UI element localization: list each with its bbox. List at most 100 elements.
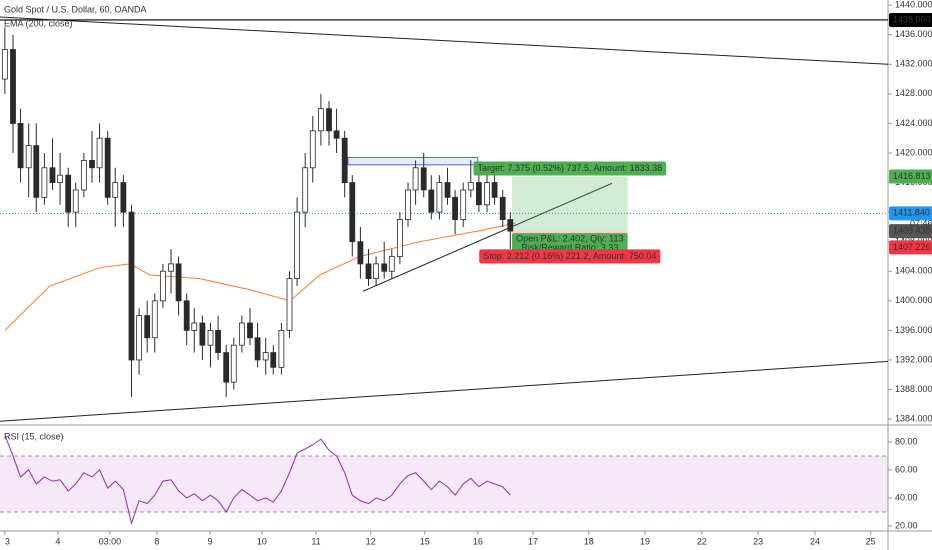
hline-price-label-box [889,12,932,27]
last-price-label-group: 1411.840 [889,206,932,221]
candle-body [230,344,237,383]
y-tick-label: 1392.000 [895,354,932,364]
candle-body [341,137,348,183]
price-label-group: 1409.438 [889,224,932,239]
candle-body [317,108,324,132]
candle-body [191,322,198,331]
chart-title: Gold Spot / U.S. Dollar, 60, OANDA [4,4,147,14]
ema-line [4,222,516,331]
candle-body [89,159,95,169]
target-label: Target: 7.375 (0.52%) 737.5, Amount: 183… [477,163,662,173]
candle-body [159,270,166,302]
candle-body [436,182,443,213]
candle-body [270,352,277,368]
y-tick-label: 1432.000 [895,59,932,69]
candle-body [452,196,458,220]
x-tick-label: 15 [420,536,430,546]
y-tick-label: 1436.000 [895,29,932,39]
rsi-tick-label: 80.00 [895,436,918,446]
candle-body [460,189,467,220]
x-tick-label: 16 [473,536,483,546]
y-tick-label: 1396.000 [895,325,932,335]
candle-body [262,352,269,361]
x-tick-label: 3 [5,536,10,546]
x-tick-label: 10 [257,536,267,546]
price-label-box [889,224,932,239]
hline-price-label-group: 1438.000 [889,12,932,27]
stop-label-group: Stop: 2.212 (0.16%) 221.2, Amount: 750.0… [479,249,661,264]
candle-body [112,182,119,198]
candle-body [144,315,151,339]
y-tick-label: 1404.000 [895,266,932,276]
rsi-tick-label: 40.00 [895,492,918,502]
trend-line [0,16,889,65]
price-label-box [889,169,932,184]
stop-label: Stop: 2.212 (0.16%) 221.2, Amount: 750.0… [483,251,656,261]
rectangle-drawing [347,156,479,166]
x-tick-label: 11 [311,536,320,546]
rsi-tick-label: 60.00 [895,464,918,474]
candle-body [57,174,63,183]
candle-body [238,322,245,346]
candle-body [507,219,514,232]
target-label-group: Target: 7.375 (0.52%) 737.5, Amount: 183… [473,161,667,176]
candle-body [333,130,340,139]
candle-body [254,337,261,361]
candle-body [65,174,72,213]
candle-body [223,352,230,383]
y-tick-label: 1424.000 [895,118,932,128]
candle-body [420,167,427,191]
candle-body [428,189,435,213]
x-tick-label: 4 [55,536,60,546]
candle-body [168,263,174,272]
x-tick-label: 9 [207,536,212,546]
hline-price-label: 1438.000 [893,14,931,24]
y-tick-label: 1440.000 [895,0,932,10]
price-label-box [889,240,932,255]
ratio-label: Risk/Reward Ratio: 3.33 [521,242,618,252]
candle-body [278,329,285,368]
x-tick-label: 17 [528,536,538,546]
target-zone [511,176,628,232]
candle-body [120,182,127,213]
price-label: 1416.813 [893,171,931,181]
x-tick-label: 18 [584,536,594,546]
pnl-label: Open P&L: 2.402, Qty: 113 [516,233,623,243]
price-label-group: 1407.226 [889,240,932,255]
y-tick-label: 1420.000 [895,147,932,157]
candle-body [309,130,316,169]
candle-body [49,167,56,183]
candle-body [96,137,103,169]
y-tick-label: 1400.000 [895,295,932,305]
candle-body [286,278,293,331]
rsi-line [4,434,511,525]
x-tick-label: 24 [810,536,820,546]
candle-body [302,167,309,213]
candle-body [104,137,111,198]
x-tick-label: 22 [697,536,707,546]
candle-body [491,182,498,198]
candle-body [215,329,221,353]
candle-body [373,263,379,280]
candle-body [381,263,388,272]
candle-body [365,263,372,280]
y-tick-label: 1384.000 [895,413,932,423]
candle-body [396,219,403,257]
candle-body [357,241,364,265]
candle-body [199,322,206,346]
indicator-label: EMA (200, close) [4,18,73,28]
candle-body [151,300,158,339]
candle-body [388,256,395,272]
candle-body [484,182,490,206]
x-tick-label: 25 [866,536,876,546]
last-price-label-box [889,206,932,221]
candle-body [72,189,79,213]
price-label: 1407.226 [893,242,931,252]
candle-body [25,145,32,169]
y-tick-label: 1388.000 [895,384,932,394]
candle-body [80,159,87,191]
candle-body [444,182,451,198]
candle-body [467,182,474,191]
